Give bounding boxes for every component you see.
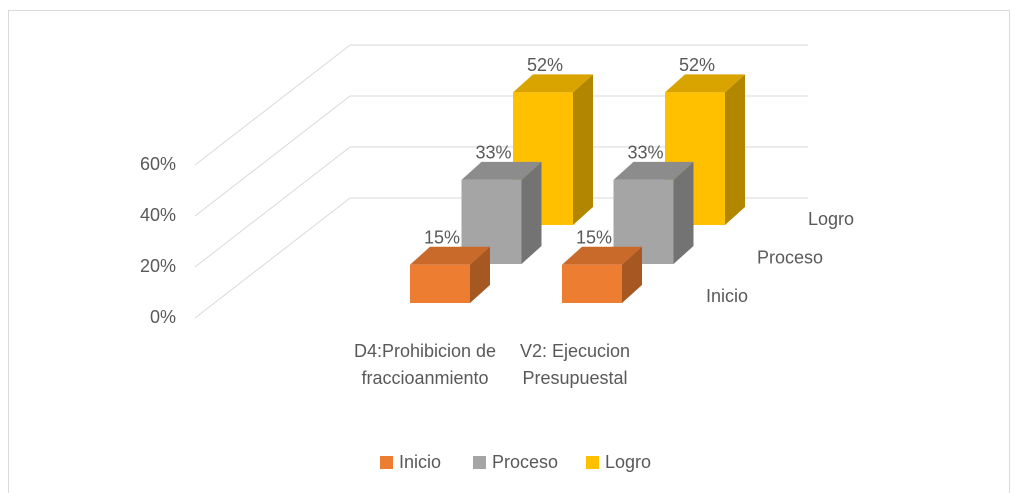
- y-tick-label: 40%: [140, 205, 176, 225]
- data-label: 52%: [679, 55, 715, 75]
- x-tick-label-box: V2: Ejecucion Presupuestal: [519, 341, 631, 388]
- bar-side: [521, 161, 542, 264]
- bar-top: [613, 161, 694, 180]
- bar-side: [673, 161, 694, 264]
- bar-top: [665, 74, 745, 93]
- data-label: 15%: [576, 228, 612, 248]
- bar-front: [562, 264, 622, 303]
- bar-top: [513, 74, 593, 93]
- x-tick-label: V2: Ejecucion Presupuestal: [519, 341, 631, 388]
- legend-label: Logro: [605, 452, 651, 472]
- grid-line: [194, 197, 351, 319]
- bar: [613, 161, 694, 264]
- y-tick-label: 20%: [140, 256, 176, 276]
- grid-line: [194, 44, 351, 166]
- legend-swatch: [380, 456, 393, 469]
- bar-side: [725, 74, 745, 226]
- legend-label: Inicio: [399, 452, 441, 472]
- legend-label: Proceso: [492, 452, 558, 472]
- legend-swatch: [586, 456, 599, 469]
- y-tick-label: 0%: [150, 307, 176, 327]
- bar-top: [410, 246, 490, 265]
- data-label: 33%: [627, 143, 663, 163]
- bar-top: [461, 161, 542, 180]
- bar-side: [622, 246, 642, 303]
- data-label: 15%: [424, 228, 460, 248]
- data-label: 33%: [475, 143, 511, 163]
- depth-axis-label: Logro: [808, 209, 854, 229]
- data-label: 52%: [527, 55, 563, 75]
- y-tick-label: 60%: [140, 154, 176, 174]
- bar-side: [470, 246, 490, 303]
- bar: [410, 246, 490, 303]
- grid-line: [194, 146, 351, 268]
- legend-swatch: [473, 456, 486, 469]
- bar: [665, 74, 745, 226]
- bar: [562, 246, 642, 303]
- grid-line: [194, 95, 351, 217]
- depth-axis-label: Proceso: [757, 247, 823, 267]
- x-tick-label: D4:Prohibicion de fraccioanmiento: [353, 341, 497, 388]
- bar-side: [573, 74, 593, 226]
- bar-top: [562, 246, 642, 265]
- bar-front: [410, 264, 470, 303]
- depth-axis-label: Inicio: [706, 286, 748, 306]
- x-tick-label-box: D4:Prohibicion de fraccioanmiento: [353, 341, 497, 388]
